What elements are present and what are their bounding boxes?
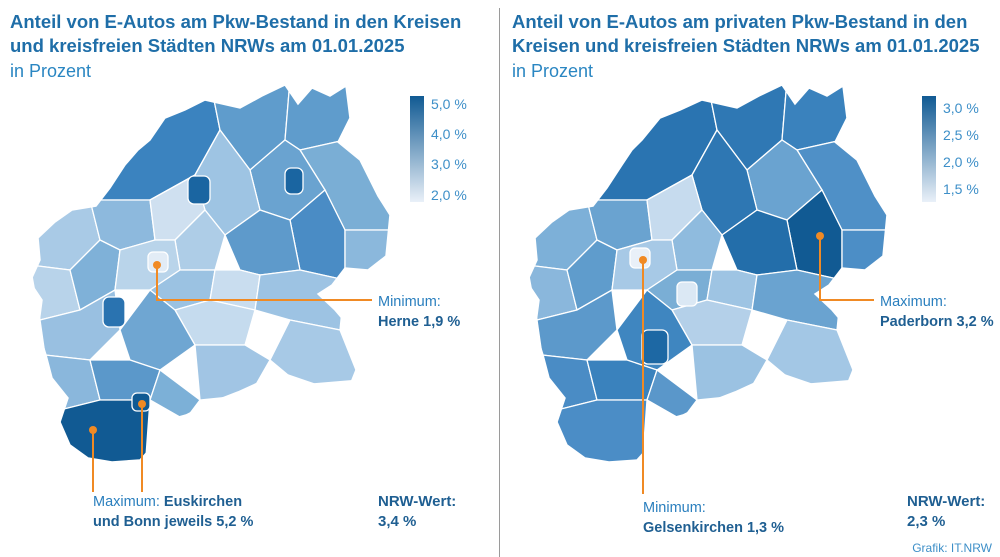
nrw-outline <box>526 84 888 463</box>
nrw-number: 3,4 % <box>378 513 417 530</box>
maximum-callout-line <box>819 236 874 301</box>
left-subtitle: in Prozent <box>10 61 92 81</box>
legend-tick: 3,0 % <box>943 100 979 116</box>
district <box>284 85 361 151</box>
district <box>187 175 211 205</box>
right-title: Anteil von E-Autos am privaten Pkw-Besta… <box>512 11 980 56</box>
legend-tick: 5,0 % <box>431 96 467 112</box>
district <box>102 296 126 328</box>
maximum-marker-bonn <box>138 400 146 408</box>
left-minimum-annotation: Minimum: Herne 1,9 % <box>378 292 460 332</box>
district <box>269 319 361 386</box>
legend-tick: 2,0 % <box>943 154 979 170</box>
maximum-marker <box>816 232 824 240</box>
legend-tick: 3,0 % <box>431 156 467 172</box>
maximum-value-part1: Euskirchen <box>163 494 243 510</box>
left-maximum-annotation: Maximum: Euskirchen und Bonn jeweils 5,2… <box>93 492 253 532</box>
nrw-label: NRW-Wert: <box>378 493 457 510</box>
right-choropleth-map <box>526 84 888 494</box>
left-nrw-value: NRW-Wert: 3,4 % <box>378 492 456 532</box>
district <box>676 281 698 307</box>
district <box>194 344 271 401</box>
legend-tick: 4,0 % <box>431 126 467 142</box>
nrw-outline <box>29 84 391 463</box>
left-map-panel: Anteil von E-Autos am Pkw-Bestand in den… <box>0 0 498 557</box>
minimum-value: Gelsenkirchen 1,3 % <box>643 520 785 536</box>
district <box>641 329 669 365</box>
district <box>149 368 201 421</box>
left-choropleth-map <box>29 84 391 492</box>
right-minimum-annotation: Minimum: Gelsenkirchen 1,3 % <box>643 498 784 538</box>
right-subtitle: in Prozent <box>512 61 594 81</box>
minimum-label: Minimum: <box>643 500 706 516</box>
minimum-value: Herne 1,9 % <box>378 314 461 330</box>
district <box>284 167 304 195</box>
panel-divider <box>499 8 500 557</box>
maximum-value: Paderborn 3,2 % <box>880 314 994 330</box>
legend-color-bar <box>410 96 424 202</box>
district <box>691 344 768 401</box>
maximum-label: Maximum: <box>880 294 947 310</box>
minimum-marker <box>639 256 647 264</box>
legend-tick: 2,5 % <box>943 127 979 143</box>
legend-tick: 2,0 % <box>431 187 467 203</box>
maximum-label: Maximum: <box>93 494 160 510</box>
right-maximum-annotation: Maximum: Paderborn 3,2 % <box>880 292 994 332</box>
district <box>766 319 858 386</box>
right-map-panel: Anteil von E-Autos am privaten Pkw-Besta… <box>502 0 1000 557</box>
right-nrw-value: NRW-Wert: 2,3 % <box>907 492 985 532</box>
graphic-credit: Grafik: IT.NRW <box>912 541 992 555</box>
district <box>646 368 698 421</box>
nrw-number: 2,3 % <box>907 513 946 530</box>
minimum-marker <box>153 261 161 269</box>
minimum-callout-line <box>156 265 372 301</box>
legend-tick: 1,5 % <box>943 181 979 197</box>
left-title: Anteil von E-Autos am Pkw-Bestand in den… <box>10 11 462 56</box>
maximum-value-part2: und Bonn jeweils 5,2 % <box>93 514 254 530</box>
district <box>781 85 858 151</box>
maximum-marker-euskirchen <box>89 426 97 434</box>
district <box>89 359 161 401</box>
district <box>586 359 658 401</box>
nrw-label: NRW-Wert: <box>907 493 986 510</box>
legend-color-bar <box>922 96 936 202</box>
minimum-label: Minimum: <box>378 294 441 310</box>
